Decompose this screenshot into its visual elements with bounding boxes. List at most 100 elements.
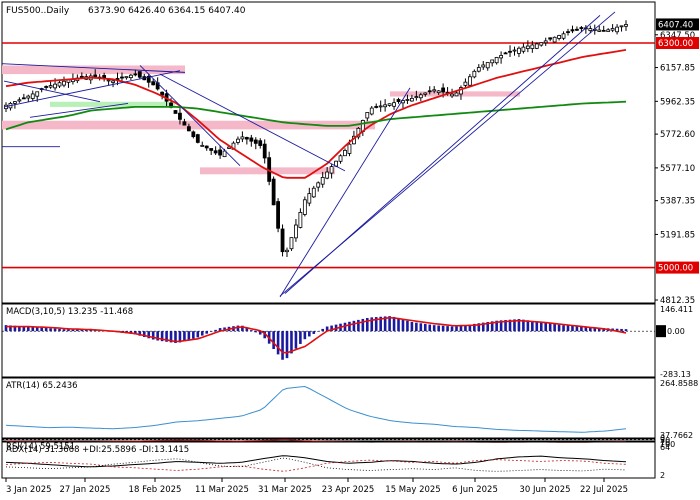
macd-bar: [205, 331, 209, 334]
candle-body: [579, 27, 584, 29]
macd-bar: [437, 325, 440, 332]
candle-body: [548, 37, 553, 40]
support-zone-4: [50, 101, 175, 107]
ma-slow-line: [5, 100, 627, 131]
candle-body: [128, 74, 133, 79]
macd-bar: [187, 331, 191, 340]
macd-bar: [22, 326, 26, 332]
macd-bar: [214, 329, 217, 332]
macd-bar: [620, 328, 623, 332]
macd-bar: [325, 326, 329, 332]
macd-bar: [343, 322, 347, 332]
candle-body: [124, 76, 129, 79]
macd-bar: [263, 331, 267, 339]
macd-bar: [464, 325, 467, 332]
candle-body: [57, 82, 62, 87]
macd-bar: [321, 328, 324, 332]
candle-body: [222, 150, 227, 158]
zero-badge: [656, 325, 666, 338]
candle-body: [503, 52, 508, 55]
macd-bar: [388, 316, 391, 332]
candle-body: [476, 67, 481, 72]
symbol-title: FUS500..Daily: [6, 6, 70, 16]
macd-bar: [589, 327, 592, 332]
candle-body: [227, 146, 231, 149]
candle-body: [610, 28, 615, 31]
macd-bar: [365, 317, 369, 332]
level-badge: [656, 261, 699, 274]
indicator-title: RSI(14) 59.5151: [6, 442, 75, 452]
macd-bar: [374, 317, 378, 332]
candle-body: [369, 107, 374, 115]
candle-body: [615, 26, 619, 33]
macd-bar: [557, 324, 561, 332]
candle-body: [30, 93, 35, 99]
candle-body: [338, 155, 343, 162]
macd-bar: [27, 326, 30, 332]
candle-body: [44, 86, 49, 88]
candle-body: [240, 136, 245, 140]
adx-line: [5, 455, 627, 468]
y-tick-label: 100: [660, 440, 675, 449]
macd-bar: [383, 316, 387, 332]
candle-body: [378, 105, 383, 108]
y-tick-label: 2: [660, 471, 665, 480]
macd-bar: [151, 331, 155, 340]
minus-di-line: [5, 457, 627, 472]
macd-bar: [285, 331, 289, 359]
y-tick-label: 6347.50: [660, 31, 695, 41]
macd-bar: [571, 325, 574, 332]
candle-body: [374, 106, 379, 108]
macd-bar: [147, 331, 151, 339]
candle-body: [209, 148, 214, 151]
candle-body: [289, 237, 294, 250]
macd-bar: [241, 325, 244, 332]
macd-bar: [276, 331, 280, 355]
macd-bar: [31, 326, 35, 332]
candle-body: [329, 166, 334, 174]
macd-bar: [473, 323, 476, 332]
trend-line-5: [279, 87, 411, 298]
indicator-pane-frame-2: [1, 377, 656, 439]
macd-bar: [513, 319, 516, 332]
y-tick-label: 6407.40: [658, 20, 693, 30]
candle-body: [298, 212, 303, 228]
x-tick-label: 27 Jan 2025: [60, 485, 111, 495]
macd-bar: [522, 319, 525, 332]
candle-body: [120, 76, 124, 79]
candle-body: [249, 137, 254, 142]
macd-bar: [392, 316, 396, 332]
macd-bar: [602, 328, 605, 332]
candle-body: [106, 79, 111, 82]
candle-body: [307, 193, 312, 204]
indicator-title: ADX(14) 31.3668 +DI:25.5896 -DI:13.1415: [6, 445, 189, 455]
candle-body: [35, 91, 40, 97]
macd-bar: [397, 318, 400, 332]
candle-body: [204, 145, 209, 149]
candle-body: [262, 143, 267, 159]
macd-bar: [169, 331, 173, 343]
macd-bar: [459, 325, 463, 332]
candle-body: [557, 35, 561, 39]
y-tick-label: 6300.00: [658, 39, 693, 49]
y-tick-label: 64: [660, 443, 670, 452]
candle-body: [146, 75, 151, 83]
macd-bar: [330, 325, 333, 332]
candle-body: [525, 45, 530, 49]
candle-body: [244, 137, 249, 140]
macd-bar: [4, 325, 8, 332]
candle-body: [325, 171, 330, 179]
trend-line-4: [29, 103, 129, 118]
macd-bar: [40, 327, 43, 332]
y-tick-label: 5191.85: [660, 230, 695, 240]
x-tick-label: 30 Jun 2025: [519, 485, 570, 495]
macd-bar: [580, 326, 583, 332]
last-price-badge: [656, 18, 699, 31]
macd-bar: [486, 321, 490, 332]
candle-body: [218, 149, 223, 156]
indicator-title: MACD(3,10,5) 13.235 -11.468: [6, 307, 133, 317]
candle-body: [302, 199, 307, 215]
macd-bar: [192, 331, 195, 339]
macd-bar: [18, 326, 21, 332]
candle-body: [186, 126, 191, 132]
